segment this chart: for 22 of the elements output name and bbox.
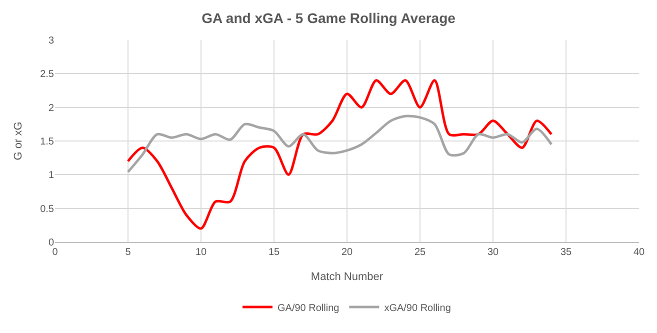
x-tick-label: 25 (414, 247, 426, 258)
y-tick-label: 0.5 (40, 204, 54, 215)
x-tick-label: 35 (560, 247, 572, 258)
y-tick-label: 1 (48, 170, 54, 182)
x-tick-label: 15 (268, 247, 280, 258)
x-axis-title: Match Number (310, 271, 384, 284)
y-tick-label: 3 (48, 36, 54, 46)
x-tick-label: 10 (195, 247, 207, 258)
y-tick-label: 2.5 (40, 69, 54, 80)
line-series (126, 79, 553, 230)
x-tick-label: 30 (487, 247, 499, 258)
y-tick-label: 0 (48, 238, 54, 248)
x-tick-label: 40 (633, 247, 645, 258)
legend-label: xGA/90 Rolling (384, 302, 451, 314)
x-tick-label: 5 (125, 247, 132, 258)
y-tick-label: 1.5 (40, 136, 54, 148)
line-series (126, 114, 553, 174)
legend-label: GA/90 Rolling (278, 302, 340, 314)
chart-title: GA and xGA - 5 Game Rolling Average (202, 10, 456, 26)
y-tick-label: 2 (48, 102, 54, 114)
x-tick-label: 20 (341, 247, 353, 258)
y-axis-title: G or xG (12, 122, 25, 160)
